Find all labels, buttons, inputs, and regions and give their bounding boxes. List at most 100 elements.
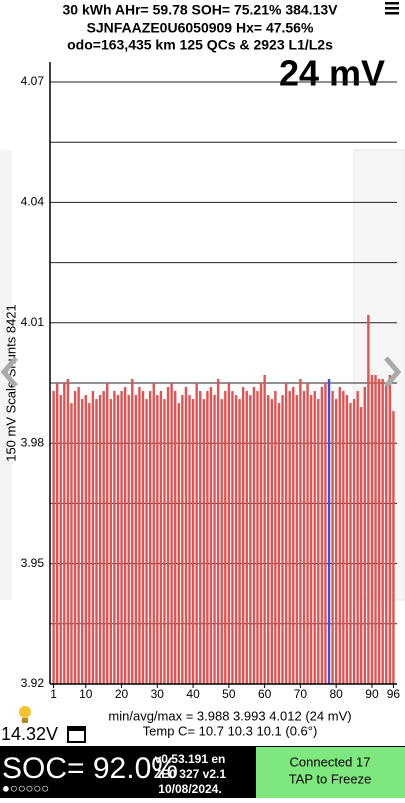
bar [138,387,141,684]
bar [123,387,127,684]
y-tick-label: 3.95 [21,556,45,570]
bar [313,391,316,684]
bar [177,403,180,684]
bar [370,374,374,684]
bar [134,395,138,684]
bar [109,399,113,684]
bar [234,395,238,684]
y-tick-label: 4.04 [21,195,45,209]
bar [141,391,145,684]
bar [166,387,170,684]
bar [148,391,152,684]
x-tick-label: 20 [115,687,129,701]
bar [377,378,381,684]
bar [73,391,77,684]
bar [80,399,84,684]
bar [227,383,231,684]
x-tick-label: 90 [365,687,379,701]
bar [202,399,206,684]
bar [231,391,234,684]
status-text: Connected 17 [290,754,371,769]
bar [267,395,270,684]
bulb-icon [19,706,31,723]
bar [245,391,248,684]
bar [59,395,62,684]
bar [209,387,213,684]
bar [102,391,105,684]
temperature: Temp C= 10.7 10.3 10.1 (0.6°) [143,723,318,738]
y-tick-label: 3.98 [21,435,45,449]
bar [199,391,202,684]
bar [317,399,320,684]
x-tick-label: 80 [330,687,344,701]
bar [88,403,91,684]
x-tick-label: 60 [258,687,272,701]
bar [295,395,299,684]
calendar-icon[interactable] [67,726,86,743]
bar [145,399,148,684]
bar [224,391,227,684]
x-tick-label: 70 [294,687,308,701]
bar [385,383,388,684]
bar [216,378,220,684]
bar [270,399,273,684]
bar [131,378,134,684]
bar [363,387,367,684]
y-tick-label: 4.07 [21,74,45,88]
header-line: odo=163,435 km 125 QCs & 2923 L1/L2s [67,37,333,53]
x-tick-label: 40 [186,687,200,701]
bar [98,395,102,684]
prev-arrow[interactable] [0,356,18,388]
bar [66,378,70,684]
bar [156,395,159,684]
x-tick-label: 96 [387,687,401,701]
bar [191,399,195,684]
connect-button[interactable] [256,747,405,798]
header-line: 30 kWh AHr= 59.78 SOH= 75.21% 384.13V [63,2,339,18]
bar [106,383,109,684]
bar [120,391,123,684]
menu-icon[interactable] [385,2,399,15]
bar [259,383,263,684]
plot: 3.92 3.95 3.98 4.01 4.04 4.07 1 10 20 30 40 50 60 70 8… [21,62,401,701]
bar [349,403,352,684]
y-tick-label: 4.01 [21,315,45,329]
bar [91,391,95,684]
date: 10/08/2024. [158,782,221,796]
bar [63,383,66,684]
bar [388,374,392,684]
bar [159,391,163,684]
version: v0.53.191 en [155,752,226,766]
bar [238,399,241,684]
bar [299,378,302,684]
bar [195,383,198,684]
bar [331,391,334,684]
bar [188,395,191,684]
soc: SOC= 92.0% [2,752,178,785]
bar [95,399,98,684]
model: ZE0 327 v2.1 [154,767,226,781]
bar [84,395,87,684]
header-line: SJNFAAZE0U6050909 Hx= 47.56% [87,20,314,36]
bar [181,395,184,684]
bar [356,391,359,684]
bar [277,403,281,684]
bar [367,314,370,684]
bar [52,391,55,684]
bar [327,378,331,684]
bar [360,407,363,684]
bar [306,383,309,684]
bar [70,403,73,684]
page-dots: ●○○○○○ [2,780,49,795]
bar [213,395,216,684]
next-arrow[interactable] [384,356,402,388]
bar [170,383,173,684]
bar [252,387,256,684]
bar [342,391,345,684]
x-tick-label: 1 [50,687,57,701]
bar [320,387,324,684]
spread-annotation: 24 mV [279,53,385,94]
bar [338,387,341,684]
